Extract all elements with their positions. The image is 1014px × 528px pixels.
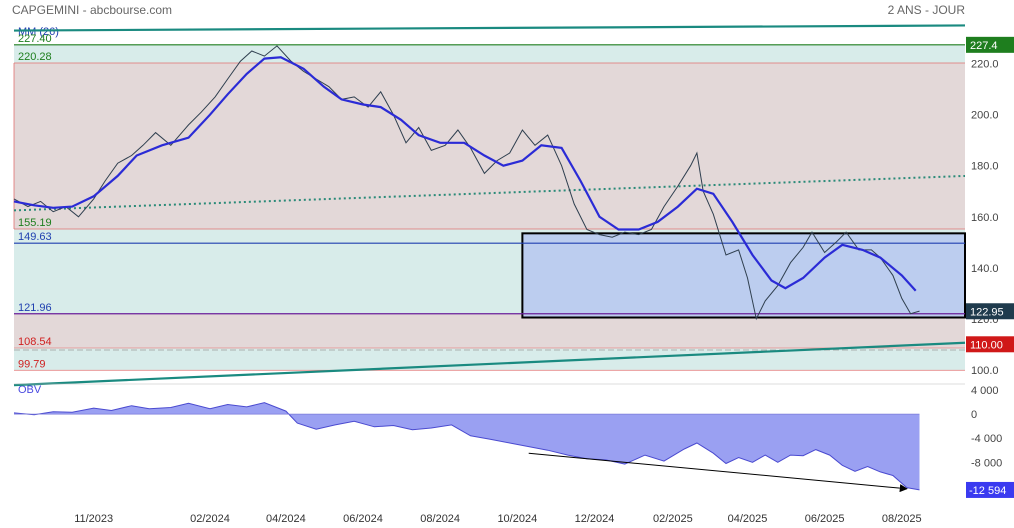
- moving-average-line: [13, 56, 917, 292]
- band-pink-upper: [14, 62, 965, 230]
- y-tick-label-0: 100.0: [971, 365, 999, 377]
- level-label-2: 155.19: [18, 217, 52, 229]
- x-tick-label-5: 10/2024: [497, 513, 537, 525]
- x-tick-label-2: 04/2024: [266, 513, 306, 525]
- x-tick-label-4: 08/2024: [420, 513, 460, 525]
- x-tick-label-7: 02/2025: [653, 513, 693, 525]
- chart-header-title: CAPGEMINI - abcbourse.com: [12, 3, 172, 17]
- ma-legend: MM (26): [18, 26, 59, 38]
- range-rectangle: [521, 232, 966, 319]
- obv-tick-label-3: -8 000: [971, 457, 1002, 469]
- channel-line-0: [13, 24, 966, 32]
- x-tick-label-1: 02/2024: [190, 513, 230, 525]
- obv-tick-label-1: 0: [971, 409, 977, 421]
- x-tick-label-6: 12/2024: [575, 513, 615, 525]
- price-tag-label-1: 122.95: [970, 306, 1004, 318]
- band-teal-bottom: [14, 348, 965, 371]
- level-label-6: 99.79: [18, 358, 46, 370]
- price-tag-label-2: 110.00: [970, 339, 1003, 351]
- x-tick-label-3: 06/2024: [343, 513, 383, 525]
- obv-tick-label-0: 4 000: [971, 385, 999, 397]
- x-tick-label-0: 11/2023: [74, 513, 113, 525]
- price-tag-bg-0: [966, 36, 1014, 53]
- obv-tick-label-2: -4 000: [971, 433, 1002, 445]
- band-teal-top: [14, 44, 965, 63]
- level-label-0: 227.40: [18, 33, 52, 45]
- obv-area: [14, 402, 920, 490]
- x-tick-label-10: 08/2025: [882, 513, 922, 525]
- price-tag-label-0: 227.4: [970, 40, 998, 52]
- level-label-1: 220.28: [18, 51, 52, 63]
- obv-trendline: [528, 452, 908, 493]
- price-line: [13, 45, 920, 321]
- x-tick-label-9: 06/2025: [805, 513, 845, 525]
- y-tick-label-6: 220.0: [971, 59, 999, 71]
- y-tick-label-4: 180.0: [971, 161, 999, 173]
- level-label-5: 108.54: [18, 336, 52, 348]
- level-label-4: 121.96: [18, 302, 52, 314]
- y-tick-label-5: 200.0: [971, 110, 999, 122]
- obv-tag-bg: [966, 481, 1014, 498]
- price-tag-bg-1: [966, 303, 1014, 320]
- y-tick-label-3: 160.0: [971, 212, 999, 224]
- level-label-3: 149.63: [18, 231, 52, 243]
- obv-legend: OBV: [18, 384, 42, 396]
- channel-line-1: [13, 341, 966, 387]
- obv-line: [13, 402, 920, 491]
- obv-tag-label: -12 594: [969, 485, 1006, 497]
- x-tick-label-8: 04/2025: [728, 513, 768, 525]
- chart-header-period: 2 ANS - JOUR: [888, 3, 966, 17]
- dotted-trendline: [13, 174, 966, 212]
- price-tag-bg-2: [966, 336, 1014, 353]
- band-pink-lower: [14, 313, 965, 349]
- y-tick-label-2: 140.0: [971, 263, 999, 275]
